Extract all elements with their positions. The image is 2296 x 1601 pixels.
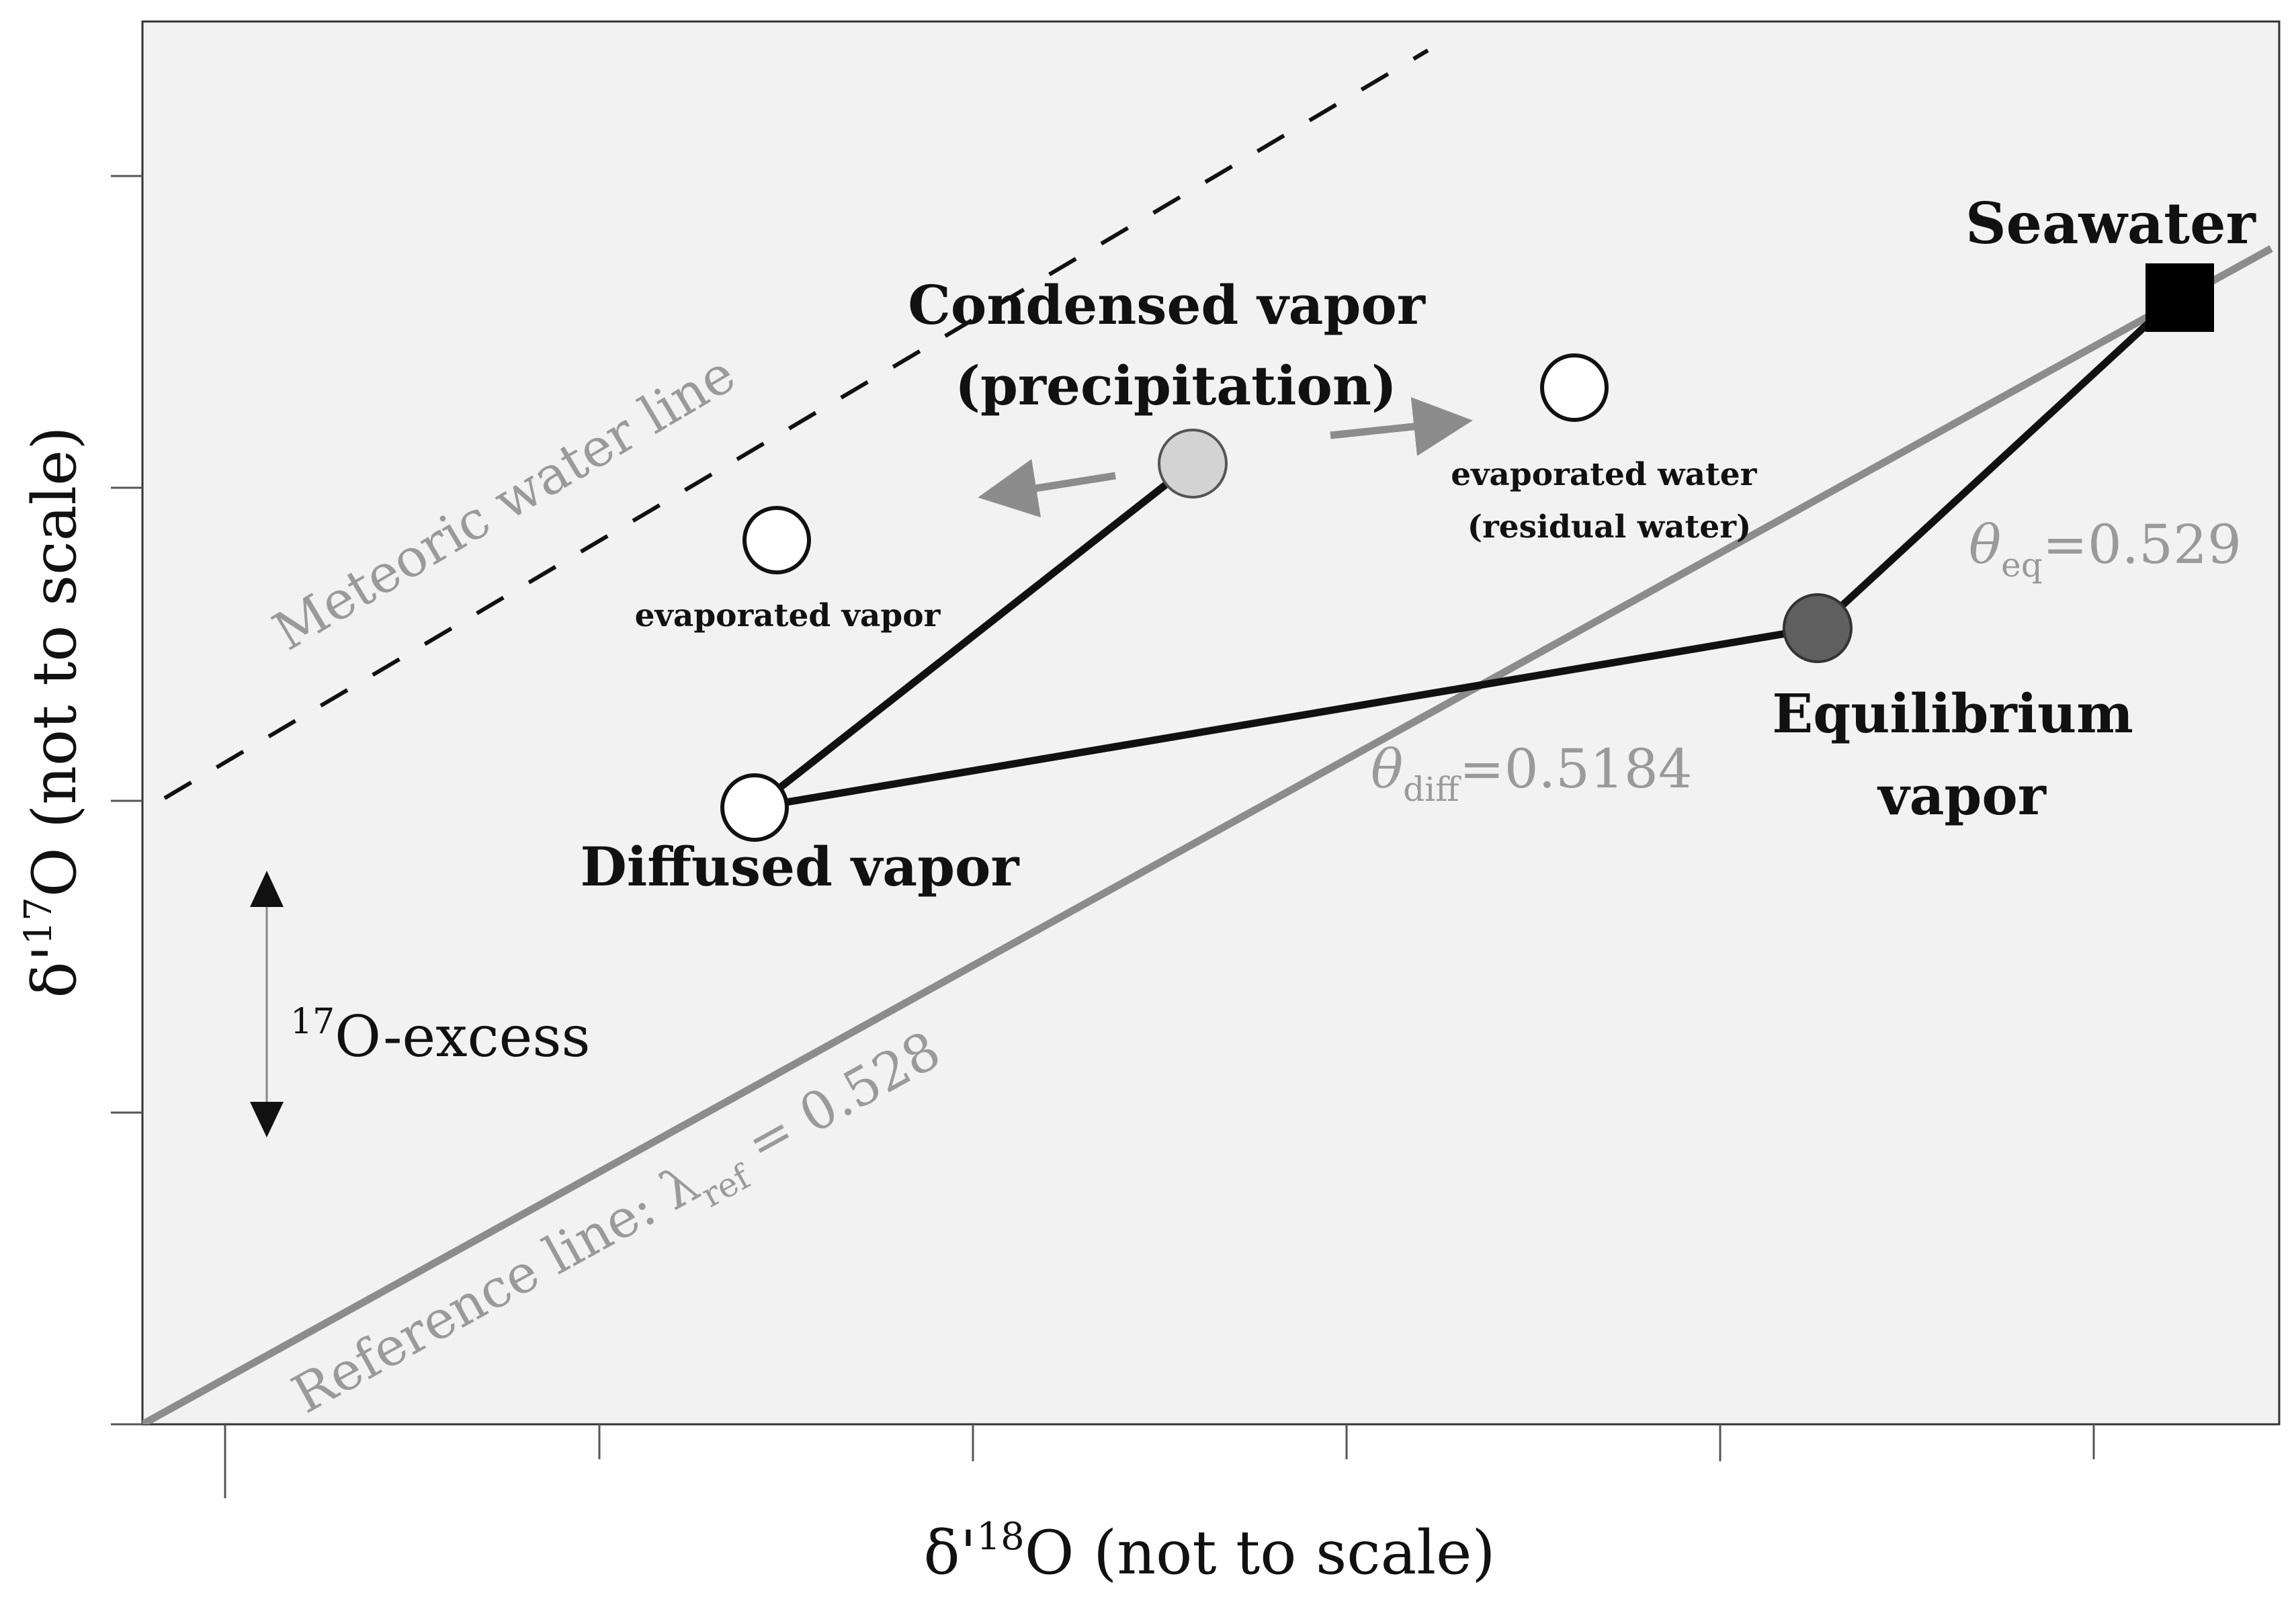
equilibrium-vapor-marker [1783, 593, 1853, 663]
reference-line [142, 245, 2273, 1424]
arrow-toward-evaporated-water [1330, 397, 1473, 456]
meteoric-water-line [163, 48, 1429, 800]
evaporated-vapor-marker [742, 506, 811, 574]
condensed-vapor-label: Condensed vapor (precipitation) [908, 273, 1444, 417]
fractionation-paths [752, 292, 2181, 812]
y-axis-title: δ'17O (not to scale) [17, 427, 90, 998]
theta-eq-label: θeq=0.529 [1969, 513, 2242, 585]
plot-area [141, 20, 2281, 1426]
diffused-vapor-marker [720, 773, 789, 842]
y-axis-ticks [111, 175, 142, 1426]
equilibrium-vapor-label: Equilibrium vapor [1772, 682, 2152, 827]
evaporated-water-marker [1540, 353, 1609, 422]
condensed-vapor-marker [1158, 429, 1228, 499]
theta-diff-label: θdiff=0.5184 [1371, 738, 1693, 809]
diffused-to-condensed-path [752, 460, 1195, 811]
excess-double-arrow [250, 871, 284, 1137]
seawater-to-equilibrium-path [1815, 292, 2181, 632]
x-axis-ticks [224, 1424, 2095, 1498]
arrow-toward-evaporated-vapor [978, 459, 1116, 518]
excess-label: 17O-excess [290, 1002, 591, 1070]
seawater-label: Seawater [1965, 190, 2257, 257]
seawater-marker [2145, 263, 2214, 332]
evaporated-vapor-label: evaporated vapor [635, 597, 941, 634]
diffused-vapor-label: Diffused vapor [580, 835, 1019, 898]
equilibrium-to-diffused-path [754, 624, 1818, 812]
x-axis-title: δ'18O (not to scale) [924, 1515, 1496, 1588]
evaporated-water-label: evaporated water (residual water) [1451, 456, 1768, 546]
